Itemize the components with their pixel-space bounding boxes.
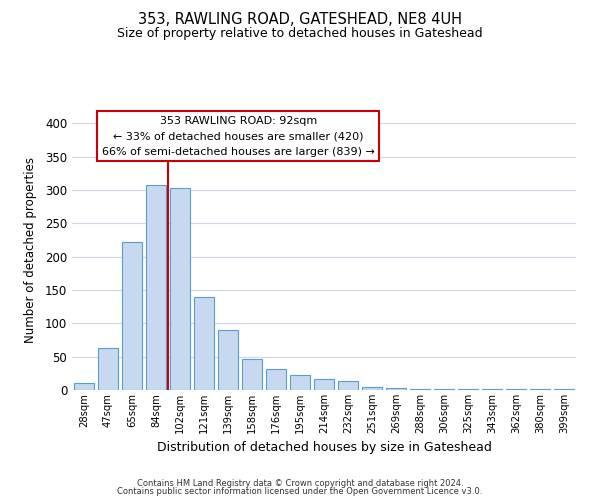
Bar — [194, 296, 214, 390]
X-axis label: Distribution of detached houses by size in Gateshead: Distribution of detached houses by size … — [157, 442, 491, 454]
Bar — [314, 380, 334, 390]
Bar — [290, 374, 310, 390]
Bar — [122, 242, 142, 390]
Bar — [242, 360, 262, 390]
Text: 353 RAWLING ROAD: 92sqm
← 33% of detached houses are smaller (420)
66% of semi-d: 353 RAWLING ROAD: 92sqm ← 33% of detache… — [102, 116, 375, 157]
Bar — [386, 388, 406, 390]
Text: Contains public sector information licensed under the Open Government Licence v3: Contains public sector information licen… — [118, 487, 482, 496]
Bar — [98, 348, 118, 390]
Bar — [266, 370, 286, 390]
Bar — [170, 188, 190, 390]
Text: Size of property relative to detached houses in Gateshead: Size of property relative to detached ho… — [117, 28, 483, 40]
Bar — [74, 384, 94, 390]
Bar — [146, 186, 166, 390]
Text: Contains HM Land Registry data © Crown copyright and database right 2024.: Contains HM Land Registry data © Crown c… — [137, 478, 463, 488]
Bar — [218, 330, 238, 390]
Bar — [362, 386, 382, 390]
Y-axis label: Number of detached properties: Number of detached properties — [23, 157, 37, 343]
Bar — [338, 382, 358, 390]
Bar — [410, 388, 430, 390]
Text: 353, RAWLING ROAD, GATESHEAD, NE8 4UH: 353, RAWLING ROAD, GATESHEAD, NE8 4UH — [138, 12, 462, 28]
